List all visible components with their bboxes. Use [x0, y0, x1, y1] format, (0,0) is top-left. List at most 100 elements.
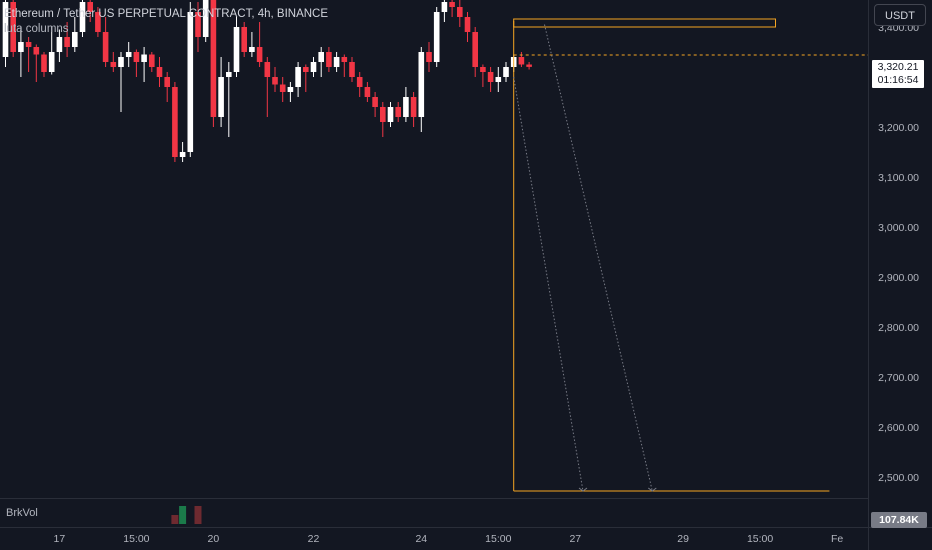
candle-body — [295, 67, 301, 87]
candle-body — [195, 12, 201, 37]
candle-body — [64, 37, 70, 47]
candle-body — [56, 37, 63, 52]
y-axis-tick-label: 2,900.00 — [878, 272, 919, 284]
candle-body — [125, 52, 132, 57]
candle-body — [25, 42, 32, 47]
y-axis-tick-label: 2,600.00 — [878, 422, 919, 434]
candle-body — [326, 52, 332, 67]
candle-body — [164, 77, 170, 87]
candle-body — [2, 2, 9, 57]
candle-body — [495, 77, 502, 82]
x-axis-tick-label: 29 — [677, 533, 689, 545]
indicator-legend[interactable]: luta columns — [4, 23, 69, 35]
x-axis-tick-label: 15:00 — [747, 533, 773, 545]
candle-body — [48, 52, 55, 72]
candle-body — [526, 64, 532, 67]
bar-countdown: 01:16:54 — [877, 74, 919, 86]
volume-value-badge: 107.84K — [871, 512, 927, 528]
y-axis-tick-label: 2,800.00 — [878, 322, 919, 334]
candle-body — [149, 54, 155, 67]
candle-body — [310, 62, 317, 72]
candle-body — [179, 152, 186, 157]
candle-body — [503, 67, 509, 77]
candle-body — [33, 47, 40, 55]
candle-body — [256, 47, 263, 62]
candle-body — [226, 72, 232, 77]
candle-body — [380, 107, 386, 122]
candles-group — [2, 0, 532, 162]
candle-body — [279, 84, 286, 92]
candle-body — [518, 57, 525, 65]
candle-body — [287, 87, 294, 92]
volume-bar — [171, 515, 179, 524]
candle-body — [172, 87, 178, 157]
y-axis-tick-label: 2,700.00 — [878, 372, 919, 384]
candle-body — [372, 97, 378, 107]
candle-body — [272, 77, 278, 85]
candle-body — [18, 42, 24, 52]
dotted-projection-arrow — [513, 76, 584, 492]
volume-indicator-label[interactable]: BrkVol — [6, 507, 38, 519]
volume-bar — [194, 506, 202, 524]
candle-body — [395, 107, 401, 117]
x-axis-tick-label: 22 — [308, 533, 320, 545]
y-axis-tick-label: 3,100.00 — [878, 172, 919, 184]
candle-body — [210, 0, 217, 117]
candle-body — [95, 12, 101, 32]
candle-body — [303, 67, 309, 72]
y-axis-tick-label: 3,200.00 — [878, 122, 919, 134]
chart-title: Ethereum / Tether US PERPETUAL CONTRACT,… — [4, 8, 329, 20]
x-axis-tick-label: 20 — [208, 533, 220, 545]
candle-body — [418, 52, 425, 117]
volume-bars-group — [171, 506, 202, 524]
candle-body — [187, 12, 194, 152]
last-price-value: 3,320.21 — [877, 61, 919, 73]
candle-body — [349, 62, 355, 77]
candle-body — [10, 2, 16, 52]
candle-body — [356, 77, 363, 87]
upper-zone-box — [513, 18, 776, 28]
y-axis-tick-label: 3,000.00 — [878, 222, 919, 234]
volume-bar — [179, 506, 187, 524]
candle-body — [403, 97, 409, 117]
candle-body — [426, 52, 432, 62]
x-axis-tick-label: 15:00 — [485, 533, 511, 545]
x-axis-tick-label: 15:00 — [123, 533, 149, 545]
candle-body — [441, 2, 448, 12]
candle-body — [79, 2, 86, 32]
candle-body — [41, 54, 47, 72]
candle-body — [333, 57, 340, 67]
candle-body — [387, 107, 394, 122]
candle-body — [449, 2, 455, 7]
candle-body — [341, 57, 348, 62]
candle-body — [480, 67, 486, 72]
candle-body — [141, 54, 147, 62]
candle-body — [318, 52, 324, 62]
candle-body — [464, 17, 471, 32]
y-axis-tick-label: 2,500.00 — [878, 472, 919, 484]
candle-body — [87, 2, 93, 12]
x-axis-tick-label: 24 — [415, 533, 427, 545]
candle-body — [472, 32, 478, 67]
currency-button[interactable]: USDT — [874, 4, 926, 26]
arrow-head — [578, 487, 588, 492]
candle-body — [202, 0, 209, 37]
candle-body — [118, 57, 124, 67]
x-axis-tick-label: 17 — [54, 533, 66, 545]
candle-body — [110, 62, 117, 67]
candle-body — [133, 52, 140, 62]
candle-body — [249, 47, 255, 52]
arrow-head — [648, 487, 657, 492]
candle-body — [218, 77, 224, 117]
last-price-badge: 3,320.21 01:16:54 — [872, 60, 924, 88]
candle-body — [433, 12, 440, 62]
x-axis-tick-label: 27 — [569, 533, 581, 545]
candle-body — [410, 97, 417, 117]
candle-body — [102, 32, 109, 62]
candle-body — [364, 87, 371, 97]
candle-body — [487, 72, 494, 82]
candle-body — [457, 7, 463, 17]
candle-body — [156, 67, 163, 77]
x-axis-tick-label: Fe — [831, 533, 843, 545]
